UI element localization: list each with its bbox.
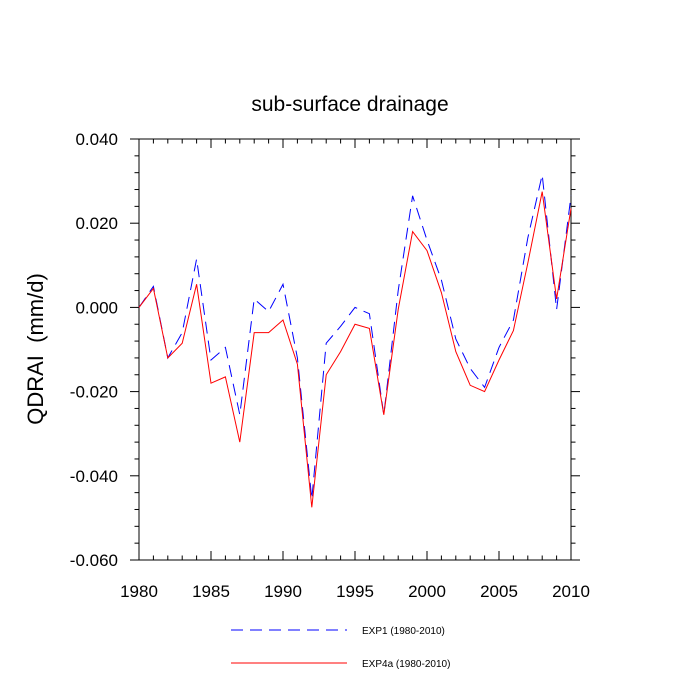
legend-label-exp4a: EXP4a (1980-2010) [362,659,450,670]
legend-label-exp1: EXP1 (1980-2010) [362,626,445,637]
y-tick-labels: -0.060 -0.040 -0.020 0.000 0.020 0.040 [70,130,118,570]
x-tick-label: 2005 [480,582,518,601]
y-tick-label: -0.060 [70,551,118,570]
x-tick-label: 1990 [264,582,302,601]
x-tick-labels: 1980 1985 1990 1995 2000 2005 2010 [120,582,590,601]
y-tick-label: -0.020 [70,383,118,402]
x-tick-label: 1985 [192,582,230,601]
x-tick-label: 1995 [336,582,374,601]
x-tick-label: 2010 [552,582,590,601]
series-line-exp1 [138,174,572,500]
y-tick-label: -0.040 [70,467,118,486]
x-tick-label: 1980 [120,582,158,601]
y-tick-label: 0.040 [75,130,118,149]
series-line-exp4a [138,191,572,508]
axis-ticks [130,138,580,561]
x-tick-label: 2000 [408,582,446,601]
legend: EXP1 (1980-2010) EXP4a (1980-2010) [231,626,450,670]
chart-title: sub-surface drainage [251,93,448,116]
y-tick-label: 0.020 [75,214,118,233]
plot-frame [138,138,572,561]
y-axis-label: QDRAI (mm/d) [23,273,48,425]
y-tick-label: 0.000 [75,298,118,317]
plot-border [138,138,572,561]
series-lines [138,174,572,508]
